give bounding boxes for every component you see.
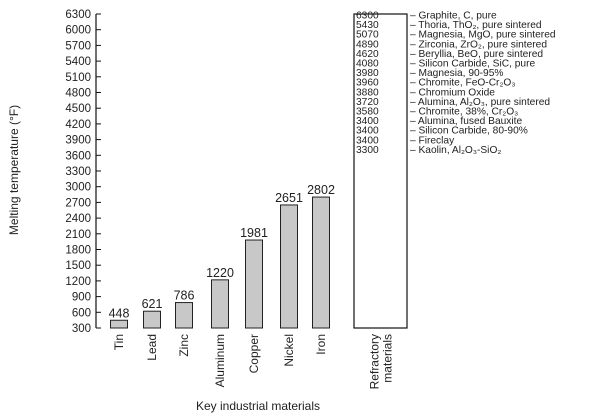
y-tick-label: 600 [72, 307, 91, 319]
y-axis: 300 600 900 1200 1500 1800 2100 2400 2700 3000 330… [65, 9, 101, 335]
refractory-item: 5070 – Magnesia, MgO, pure sintered [356, 30, 556, 41]
refractory-item: 3400 – Silicon Carbide, 80-90% [356, 126, 528, 137]
category-label: Copper [247, 334, 261, 373]
bar-value-label: 448 [109, 306, 130, 320]
refractory-item-name: – Alumina, fused Bauxite [410, 116, 522, 127]
bar-value-label: 1220 [206, 266, 234, 280]
refractory-item-value: 3960 [356, 78, 379, 89]
category-label-refractory: materials [381, 334, 395, 383]
refractory-item-value: 3300 [356, 145, 379, 156]
refractory-item: 3960 – Chromite, FeO-Cr₂O₃ [356, 78, 515, 89]
y-tick-label: 3000 [65, 182, 91, 194]
y-tick-label: 4800 [65, 88, 91, 100]
y-tick-label: 1500 [65, 260, 91, 272]
y-tick-label: 4500 [65, 103, 91, 115]
refractory-item-name: – Silicon Carbide, 80-90% [410, 126, 528, 137]
refractory-item-name: – Beryllia, BeO, pure sintered [410, 49, 543, 60]
bar-lead [143, 310, 161, 329]
category-label: Nickel [282, 334, 296, 367]
refractory-item-value: 3400 [356, 116, 379, 127]
refractory-item-name: – Chromium Oxide [410, 87, 495, 98]
category-label: Zinc [177, 334, 191, 357]
category-label: Lead [145, 334, 159, 361]
refractory-item-name: – Chromite, 38%, Cr₂O₃ [410, 107, 518, 118]
refractory-item-value: 4620 [356, 49, 379, 60]
refractory-bar [353, 13, 408, 329]
y-tick-label: 5400 [65, 56, 91, 68]
refractory-item-name: – Alumina, Al₂O₃, pure sintered [410, 97, 550, 108]
refractory-item: 4620 – Beryllia, BeO, pure sintered [356, 49, 543, 60]
x-axis-title: Key industrial materials [196, 399, 320, 413]
bar-iron [312, 196, 330, 329]
refractory-item: 4080 – Silicon Carbide, SiC, pure [356, 59, 535, 70]
refractory-item-name: – Zirconia, ZrO₂, pure sintered [410, 39, 547, 50]
y-tick-label: 5700 [65, 40, 91, 52]
bar-value-label: 2651 [275, 191, 303, 205]
refractory-panel: 6300 – Graphite, C, pure 5430 – Thoria, ThO… [353, 11, 556, 329]
y-tick-label: 3300 [65, 166, 91, 178]
y-tick-label: 2700 [65, 197, 91, 209]
refractory-item-name: – Kaolin, Al₂O₃-SiO₂ [410, 145, 501, 156]
refractory-item-name: – Chromite, FeO-Cr₂O₃ [410, 78, 515, 89]
category-label: Iron [314, 334, 328, 355]
bar-tin [110, 319, 128, 329]
y-tick-label: 3600 [65, 150, 91, 162]
bar-value-label: 786 [174, 289, 195, 303]
refractory-item-value: 3400 [356, 135, 379, 146]
refractory-item-value: 3980 [356, 68, 379, 79]
y-tick-label: 1200 [65, 276, 91, 288]
category-label-refractory: Refractory [368, 334, 382, 389]
refractory-item-name: – Silicon Carbide, SiC, pure [410, 59, 535, 70]
bar-value-label: 2802 [307, 183, 335, 197]
bar-aluminum [211, 279, 229, 329]
y-tick-label: 3900 [65, 135, 91, 147]
bar-value-label: 621 [142, 297, 163, 311]
refractory-item-value: 3400 [356, 126, 379, 137]
refractory-item-name: – Magnesia, MgO, pure sintered [410, 30, 556, 41]
refractory-item: 3300 – Kaolin, Al₂O₃-SiO₂ [356, 145, 501, 156]
refractory-item: 3400 – Alumina, fused Bauxite [356, 116, 522, 127]
refractory-item: 3580 – Chromite, 38%, Cr₂O₃ [356, 107, 518, 118]
refractory-item-name: – Graphite, C, pure [410, 11, 497, 22]
category-label: Tin [112, 334, 126, 350]
refractory-item: 3400 – Fireclay [356, 135, 455, 146]
category-label: Aluminum [213, 334, 227, 387]
bar-nickel [280, 204, 298, 329]
refractory-item-value: 4080 [356, 59, 379, 70]
refractory-item-value: 3580 [356, 107, 379, 118]
y-axis-title: Melting temperature (°F) [7, 105, 21, 235]
y-tick-label: 2100 [65, 229, 91, 241]
refractory-item-name: – Thoria, ThO₂, pure sintered [410, 20, 542, 31]
y-tick-label: 2400 [65, 213, 91, 225]
bars: 448 621 786 1220 1981 2651 2802 [109, 183, 335, 329]
refractory-item: 4890 – Zirconia, ZrO₂, pure sintered [356, 39, 547, 50]
bar-zinc [175, 302, 193, 329]
y-tick-label: 900 [72, 292, 91, 304]
refractory-item: 5430 – Thoria, ThO₂, pure sintered [356, 20, 542, 31]
refractory-item-value: 6300 [356, 11, 379, 22]
refractory-item: 3980 – Magnesia, 90-95% [356, 68, 503, 79]
refractory-item: 6300 – Graphite, C, pure [356, 11, 497, 22]
y-tick-label: 300 [72, 323, 91, 335]
refractory-item-value: 5430 [356, 20, 379, 31]
x-axis: Tin Lead Zinc Aluminum Copper Nickel Iron Refra… [112, 334, 395, 389]
refractory-item: 3720 – Alumina, Al₂O₃, pure sintered [356, 97, 550, 108]
refractory-item-value: 3720 [356, 97, 379, 108]
refractory-item: 3880 – Chromium Oxide [356, 87, 495, 98]
refractory-item-name: – Magnesia, 90-95% [410, 68, 503, 79]
refractory-item-value: 5070 [356, 30, 379, 41]
refractory-item-value: 4890 [356, 39, 379, 50]
bar-value-label: 1981 [240, 226, 268, 240]
refractory-item-value: 3880 [356, 87, 379, 98]
refractory-item-name: – Fireclay [410, 135, 455, 146]
y-tick-label: 4200 [65, 119, 91, 131]
y-tick-label: 1800 [65, 245, 91, 257]
y-tick-label: 6000 [65, 25, 91, 37]
y-tick-label: 6300 [65, 9, 91, 21]
y-tick-label: 5100 [65, 72, 91, 84]
bar-copper [245, 239, 263, 329]
